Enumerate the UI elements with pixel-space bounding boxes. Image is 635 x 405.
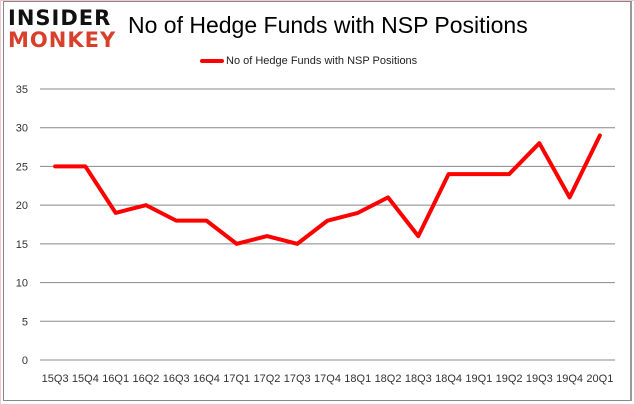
series-line	[53, 133, 602, 246]
chart-frame	[3, 1, 632, 401]
data-point	[477, 172, 481, 176]
x-tick-label: 15Q4	[72, 373, 99, 385]
x-tick-label: 17Q1	[223, 373, 250, 385]
x-tick-label: 16Q4	[193, 373, 220, 385]
data-point	[295, 242, 299, 246]
chart-title: No of Hedge Funds with NSP Positions	[128, 12, 528, 38]
data-point	[416, 234, 420, 238]
y-tick-label: 30	[16, 123, 28, 135]
legend-swatch	[200, 59, 224, 63]
x-tick-label: 18Q1	[344, 373, 371, 385]
legend: No of Hedge Funds with NSP Positions	[200, 55, 417, 67]
data-point	[144, 203, 148, 207]
x-tick-label: 18Q2	[375, 373, 402, 385]
x-tick-label: 20Q1	[586, 373, 613, 385]
x-tick-label: 17Q3	[284, 373, 311, 385]
y-tick-label: 25	[16, 161, 28, 173]
x-tick-label: 19Q1	[465, 373, 492, 385]
x-tick-label: 18Q4	[435, 373, 462, 385]
x-tick-label: 19Q2	[496, 373, 523, 385]
x-tick-label: 18Q3	[405, 373, 432, 385]
data-point	[326, 219, 329, 223]
x-tick-label: 17Q2	[254, 373, 281, 385]
data-point	[174, 219, 178, 223]
data-point	[204, 219, 208, 223]
data-point	[356, 211, 360, 215]
data-point	[447, 172, 451, 176]
x-tick-label: 16Q3	[163, 373, 190, 385]
data-point	[235, 242, 239, 246]
y-tick-label: 35	[16, 84, 28, 96]
data-point	[598, 133, 602, 137]
y-tick-label: 20	[16, 200, 28, 212]
y-tick-label: 0	[22, 355, 28, 367]
x-tick-label: 16Q1	[102, 373, 129, 385]
data-point	[568, 195, 572, 199]
data-point	[507, 172, 511, 176]
x-tick-label: 15Q3	[42, 373, 69, 385]
logo-monkey: MONKEY	[8, 28, 117, 52]
x-tick-label: 19Q4	[556, 373, 583, 385]
x-tick-label: 16Q2	[132, 373, 159, 385]
y-tick-label: 15	[16, 239, 28, 251]
logo-insider: INSIDER	[8, 6, 112, 30]
legend-label: No of Hedge Funds with NSP Positions	[226, 55, 418, 67]
data-point	[537, 141, 541, 145]
x-tick-label: 17Q4	[314, 373, 341, 385]
data-point	[265, 234, 269, 238]
data-point	[386, 195, 390, 199]
data-point	[114, 211, 118, 215]
x-tick-label: 19Q3	[526, 373, 553, 385]
y-tick-label: 5	[22, 316, 28, 328]
data-point	[53, 164, 57, 168]
data-point	[83, 164, 87, 168]
y-tick-label: 10	[16, 278, 28, 290]
